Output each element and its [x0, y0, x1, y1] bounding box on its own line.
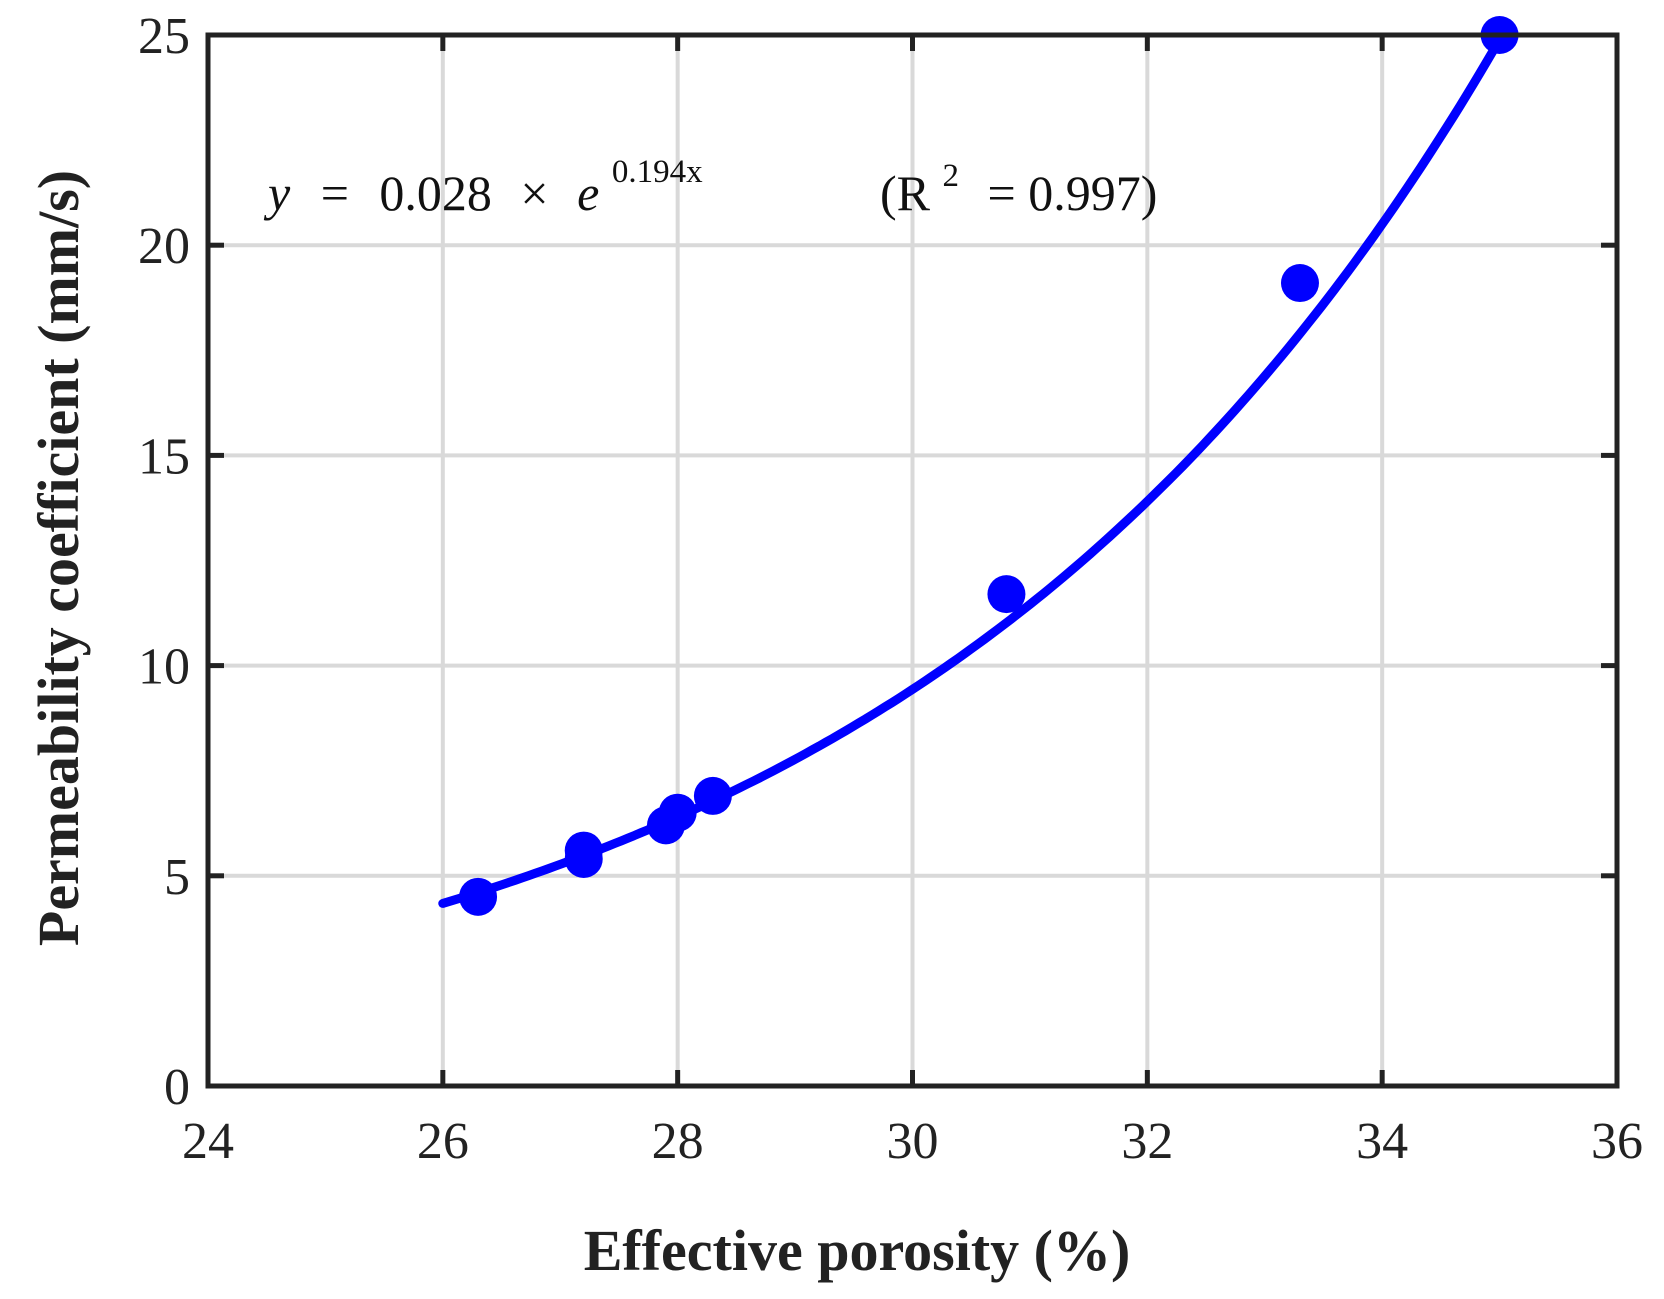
y-tick-label: 20 — [138, 218, 190, 275]
data-point — [564, 839, 603, 878]
r-squared-rest: = 0.997) — [988, 165, 1158, 221]
equation-equals: = — [321, 165, 349, 221]
data-point — [987, 575, 1026, 614]
x-tick-label: 36 — [1591, 1113, 1643, 1170]
x-tick-label: 24 — [182, 1113, 234, 1170]
x-axis-label: Effective porosity (%) — [584, 1218, 1131, 1283]
y-tick-label: 5 — [164, 849, 190, 906]
axis-ticks — [205, 32, 1620, 1089]
x-tick-label: 32 — [1121, 1113, 1173, 1170]
x-tick-label: 34 — [1356, 1113, 1408, 1170]
y-tick-labels: 0 5 10 15 20 25 — [138, 8, 190, 1116]
fit-equation: y = 0.028 × e 0.194x — [263, 154, 703, 221]
y-tick-label: 0 — [164, 1059, 190, 1116]
r-squared-sup: 2 — [943, 158, 960, 194]
fit-curve — [438, 35, 1505, 908]
y-tick-label: 15 — [138, 428, 190, 485]
y-tick-label: 25 — [138, 8, 190, 65]
x-tick-label: 30 — [887, 1113, 939, 1170]
y-tick-label: 10 — [138, 639, 190, 696]
x-tick-labels: 24 26 28 30 32 34 36 — [182, 1113, 1643, 1170]
y-axis-label: Permeability coefficient (mm/s) — [26, 170, 91, 946]
data-point — [1280, 264, 1319, 303]
x-tick-label: 26 — [417, 1113, 469, 1170]
equation-y-var: y — [263, 165, 291, 221]
data-points-layer — [459, 16, 1519, 916]
equation-base: e — [577, 165, 599, 221]
data-point — [459, 877, 498, 916]
data-point — [693, 776, 732, 815]
equation-exponent: 0.194x — [612, 154, 703, 190]
r-squared-open: (R — [880, 165, 931, 221]
equation-times: × — [520, 165, 548, 221]
data-point — [658, 793, 697, 832]
x-tick-label: 28 — [652, 1113, 704, 1170]
fit-curve-layer — [438, 35, 1505, 908]
r-squared: (R 2 = 0.997) — [880, 141, 1157, 221]
equation-coefficient: 0.028 — [379, 165, 492, 221]
grid-lines — [208, 35, 1617, 1086]
